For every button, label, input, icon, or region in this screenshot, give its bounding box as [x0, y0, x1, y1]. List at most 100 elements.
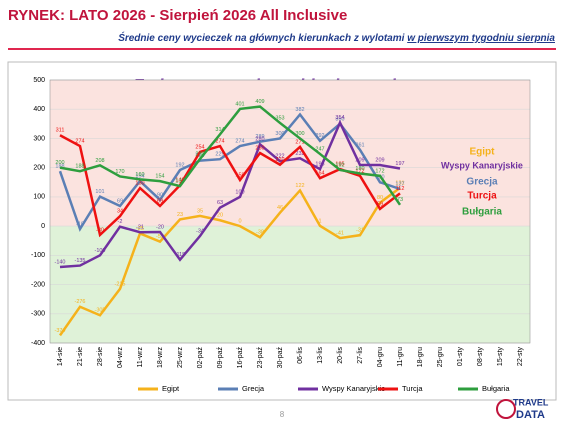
data-label: 80 [377, 195, 383, 201]
data-label: 188 [75, 164, 84, 170]
x-tick-label: 30-paź [277, 347, 284, 369]
legend-label: Egipt [162, 384, 180, 393]
data-label: 209 [355, 157, 364, 163]
data-label: 409 [255, 99, 264, 105]
series-line [58, 186, 401, 337]
series-line [59, 119, 401, 269]
data-label: -34 [196, 228, 204, 234]
data-label: 158 [235, 172, 244, 178]
x-tick-label: 28-sie [97, 347, 104, 366]
data-label: -135 [74, 258, 85, 264]
x-tick-label: 01-sty [457, 347, 464, 367]
data-label: 188 [55, 164, 64, 170]
data-label: 354 [335, 115, 344, 121]
data-label: 208 [95, 158, 104, 164]
x-tick-label: 16-paź [237, 347, 244, 369]
legend-label: Wyspy Kanaryjskie [322, 384, 385, 393]
legend-label: Turcja [402, 384, 423, 393]
data-label: -25 [136, 226, 144, 232]
x-tick-label: 02-paź [197, 347, 204, 369]
data-label: 192 [335, 162, 344, 168]
data-label: 261 [355, 142, 364, 148]
data-label: 69 [157, 198, 163, 204]
y-tick-label: 200 [33, 165, 45, 172]
data-label: -30 [96, 227, 104, 233]
data-label: -100 [94, 248, 105, 254]
x-tick-label: 08-sty [477, 347, 484, 367]
x-tick-label: 25-wrz [177, 347, 184, 369]
series-end-label: Egipt [470, 147, 496, 158]
y-tick-label: -300 [31, 311, 45, 318]
x-tick-label: 04-wrz [117, 347, 124, 369]
data-label: -374 [54, 328, 65, 334]
logo-icon [496, 399, 516, 419]
data-label: 90 [157, 192, 163, 198]
subtitle-text: Średnie ceny wycieczek na głównych kieru… [118, 31, 407, 44]
y-tick-label: -100 [31, 252, 45, 259]
subtitle: Średnie ceny wycieczek na głównych kieru… [118, 31, 555, 44]
data-label: 46 [277, 205, 283, 211]
data-label: -21 [136, 225, 144, 231]
data-label: 195 [335, 162, 344, 168]
data-label: 197 [395, 161, 404, 167]
x-tick-label: 25-gru [437, 347, 444, 367]
data-label: 1 [318, 218, 321, 224]
data-label: 172 [375, 168, 384, 174]
data-label: 154 [135, 174, 144, 180]
page-number: 8 [280, 410, 285, 419]
series-end-label: Turcja [467, 191, 497, 202]
data-label: -10 [76, 221, 84, 227]
x-tick-label: 13-lis [317, 347, 324, 364]
data-label: 130 [135, 181, 144, 187]
data-label: -215 [114, 281, 125, 287]
logo-bottom: DATA [516, 409, 545, 421]
data-label: 34 [117, 209, 123, 215]
data-label: -140 [54, 259, 65, 265]
data-label: -38 [256, 230, 264, 236]
data-label: 195 [315, 162, 324, 168]
data-label: 280 [255, 137, 264, 143]
x-tick-label: 04-gru [377, 347, 384, 367]
data-label: 23 [177, 212, 183, 218]
data-label: 250 [255, 146, 264, 152]
data-label: 232 [295, 151, 304, 157]
data-label: 160 [135, 172, 144, 178]
data-label: 274 [215, 138, 224, 144]
series-end-label: Grecja [466, 177, 498, 188]
data-label: -305 [94, 308, 105, 314]
x-tick-label: 20-lis [337, 347, 344, 364]
x-tick-label: 18-gru [417, 347, 424, 367]
data-label: 401 [235, 101, 244, 107]
data-label: 350 [335, 116, 344, 122]
x-tick-label: 11-wrz [137, 347, 144, 368]
data-label: 100 [235, 189, 244, 195]
data-label: 314 [215, 127, 224, 133]
y-tick-label: 500 [33, 77, 45, 84]
data-label: 69 [117, 198, 123, 204]
x-tick-label: 11-gru [397, 347, 404, 367]
data-label: -2 [118, 219, 123, 225]
slide-title: RYNEK: LATO 2026 - Sierpień 2026 All Inc… [8, 7, 347, 24]
data-label: 353 [275, 115, 284, 121]
y-tick-label: 300 [33, 135, 45, 142]
x-tick-label: 15-sty [497, 347, 504, 367]
data-label: 59 [377, 201, 383, 207]
data-label: 131 [395, 180, 404, 186]
data-label: 101 [95, 189, 104, 195]
x-tick-label: 06-lis [297, 347, 304, 364]
data-label: 35 [197, 208, 203, 214]
series-line [59, 105, 402, 206]
data-label: -53 [156, 234, 164, 240]
data-label: 300 [295, 131, 304, 137]
data-label: 170 [115, 169, 124, 175]
data-label: 247 [315, 146, 324, 152]
data-label: -115 [175, 252, 186, 258]
data-label: 112 [396, 186, 405, 192]
legend-label: Grecja [242, 384, 265, 393]
data-label: 224 [195, 153, 204, 159]
data-label: 230 [195, 151, 204, 157]
data-label: 254 [195, 144, 204, 150]
data-label: -41 [336, 231, 344, 237]
x-tick-label: 23-paź [257, 347, 264, 369]
